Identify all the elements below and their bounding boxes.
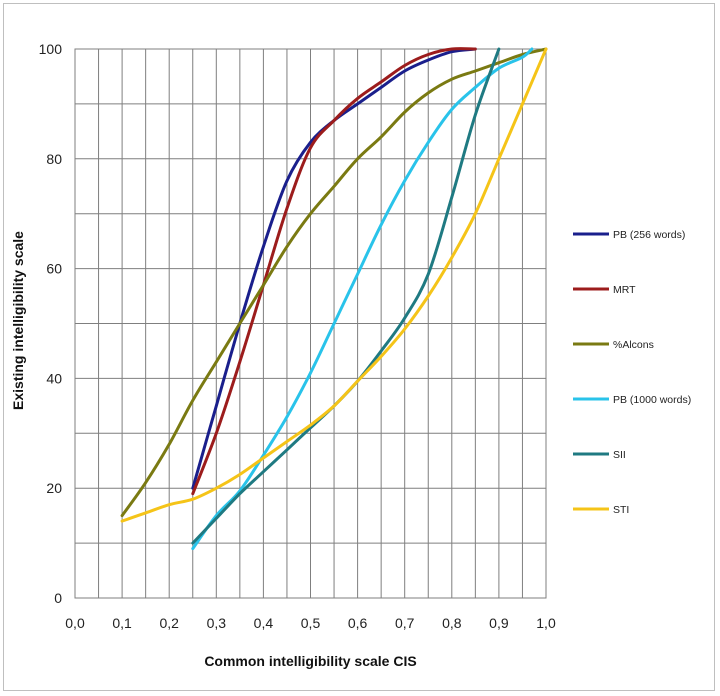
series-line-alcons: [120, 47, 548, 518]
legend-label-pb-1000-words: PB (1000 words): [613, 394, 691, 406]
x-tick-label: 0,6: [348, 615, 368, 631]
x-axis-title: Common intelligibility scale CIS: [204, 653, 416, 669]
x-tick-label: 0,9: [489, 615, 509, 631]
y-axis-title: Existing intelligibility scale: [10, 231, 26, 410]
x-tick-label: 0,0: [65, 615, 85, 631]
y-tick-label: 0: [54, 590, 62, 606]
x-tick-label: 0,8: [442, 615, 462, 631]
x-tick-label: 0,1: [112, 615, 132, 631]
grid: [74, 48, 547, 599]
y-tick-label: 40: [46, 370, 62, 386]
legend-label-mrt: MRT: [613, 284, 636, 296]
legend-label-alcons: %Alcons: [613, 339, 654, 351]
x-axis-ticks: 0,0 0,1 0,2 0,3 0,4 0,5 0,6 0,7 0,8 0,9 1,0: [65, 615, 556, 631]
plot-area: [74, 48, 547, 599]
x-tick-label: 0,3: [207, 615, 227, 631]
legend: PB (256 words) MRT %Alcons PB (1000 words) S…: [573, 229, 691, 516]
x-tick-label: 1,0: [536, 615, 556, 631]
legend-label-sii: SII: [613, 449, 626, 461]
x-tick-label: 0,2: [159, 615, 179, 631]
y-tick-label: 100: [39, 41, 63, 57]
x-tick-label: 0,5: [301, 615, 321, 631]
x-tick-label: 0,7: [395, 615, 415, 631]
y-tick-label: 20: [46, 480, 62, 496]
y-tick-label: 60: [46, 261, 62, 277]
y-tick-label: 80: [46, 151, 62, 167]
legend-label-sti: STI: [613, 504, 629, 516]
series-lines: [120, 47, 548, 551]
x-tick-label: 0,4: [254, 615, 274, 631]
series-line-sti: [120, 47, 548, 523]
series-line-mrt: [191, 47, 477, 496]
plot-border: [74, 48, 547, 599]
legend-label-pb-256-words: PB (256 words): [613, 229, 685, 241]
y-axis-ticks: 0 20 40 60 80 100: [39, 41, 63, 606]
